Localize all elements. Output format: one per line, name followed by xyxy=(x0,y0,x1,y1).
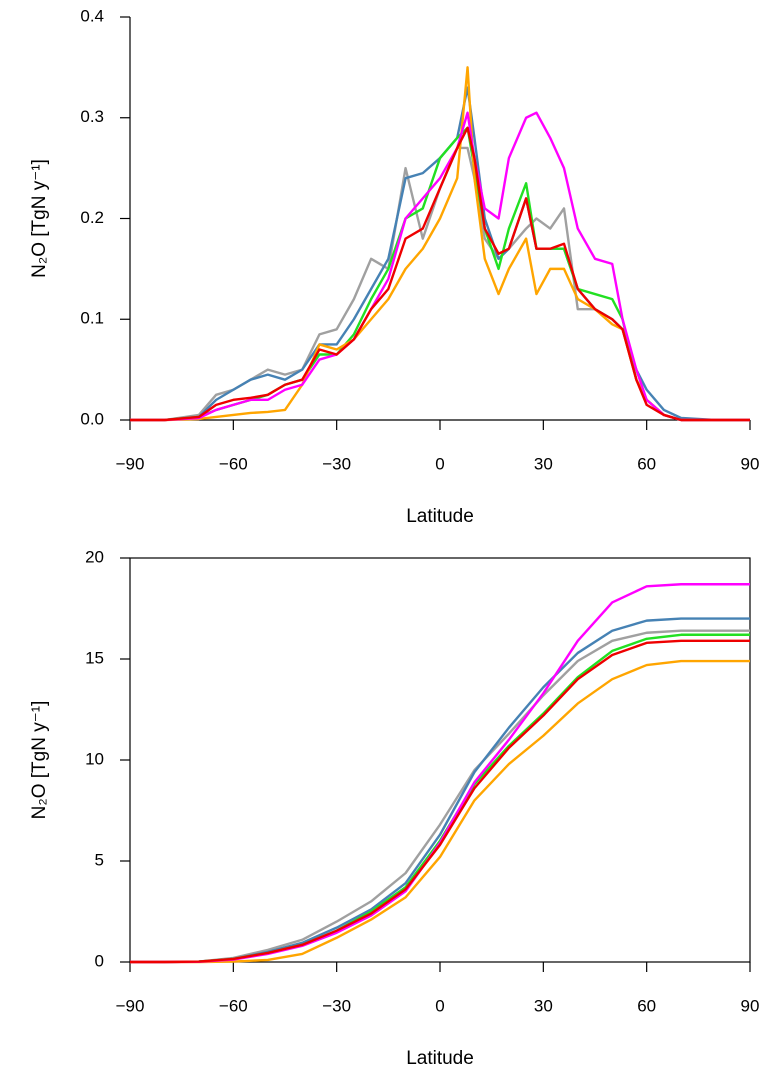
data-line xyxy=(130,617,750,964)
x-tick-label: −30 xyxy=(322,996,351,1015)
y-tick-label: 0.0 xyxy=(80,409,104,428)
data-line xyxy=(130,639,750,964)
x-tick-label: 90 xyxy=(741,996,760,1015)
data-line xyxy=(130,659,750,964)
data-line xyxy=(130,111,750,422)
x-tick-label: 90 xyxy=(741,454,760,473)
x-tick-label: 30 xyxy=(534,454,553,473)
y-tick-label: 5 xyxy=(95,850,104,869)
y-tick-label: 0.2 xyxy=(80,208,104,227)
y-axis-label: N₂O [TgN y⁻¹] xyxy=(29,159,50,278)
data-line xyxy=(130,633,750,964)
x-tick-label: 60 xyxy=(637,996,656,1015)
x-tick-label: 60 xyxy=(637,454,656,473)
y-tick-label: 0.1 xyxy=(80,309,104,328)
x-tick-label: 0 xyxy=(435,996,444,1015)
x-tick-label: 0 xyxy=(435,454,444,473)
data-line xyxy=(130,583,750,964)
x-tick-label: 30 xyxy=(534,996,553,1015)
x-axis-label: Latitude xyxy=(406,506,474,527)
y-tick-label: 0 xyxy=(95,951,104,970)
y-axis-label: N₂O [TgN y⁻¹] xyxy=(29,701,50,820)
y-tick-label: 20 xyxy=(85,547,104,566)
data-line xyxy=(130,126,750,422)
data-line xyxy=(130,86,750,422)
y-tick-label: 15 xyxy=(85,648,104,667)
x-axis-label: Latitude xyxy=(406,1048,474,1069)
x-tick-label: −60 xyxy=(219,996,248,1015)
x-tick-label: −90 xyxy=(116,996,145,1015)
data-line xyxy=(130,66,750,422)
x-tick-label: −90 xyxy=(116,454,145,473)
x-tick-label: −30 xyxy=(322,454,351,473)
data-line xyxy=(130,629,750,964)
y-tick-label: 10 xyxy=(85,749,104,768)
y-tick-label: 0.4 xyxy=(80,6,104,25)
x-tick-label: −60 xyxy=(219,454,248,473)
data-line xyxy=(130,126,750,422)
y-tick-label: 0.3 xyxy=(80,107,104,126)
plot-frame xyxy=(129,557,751,963)
